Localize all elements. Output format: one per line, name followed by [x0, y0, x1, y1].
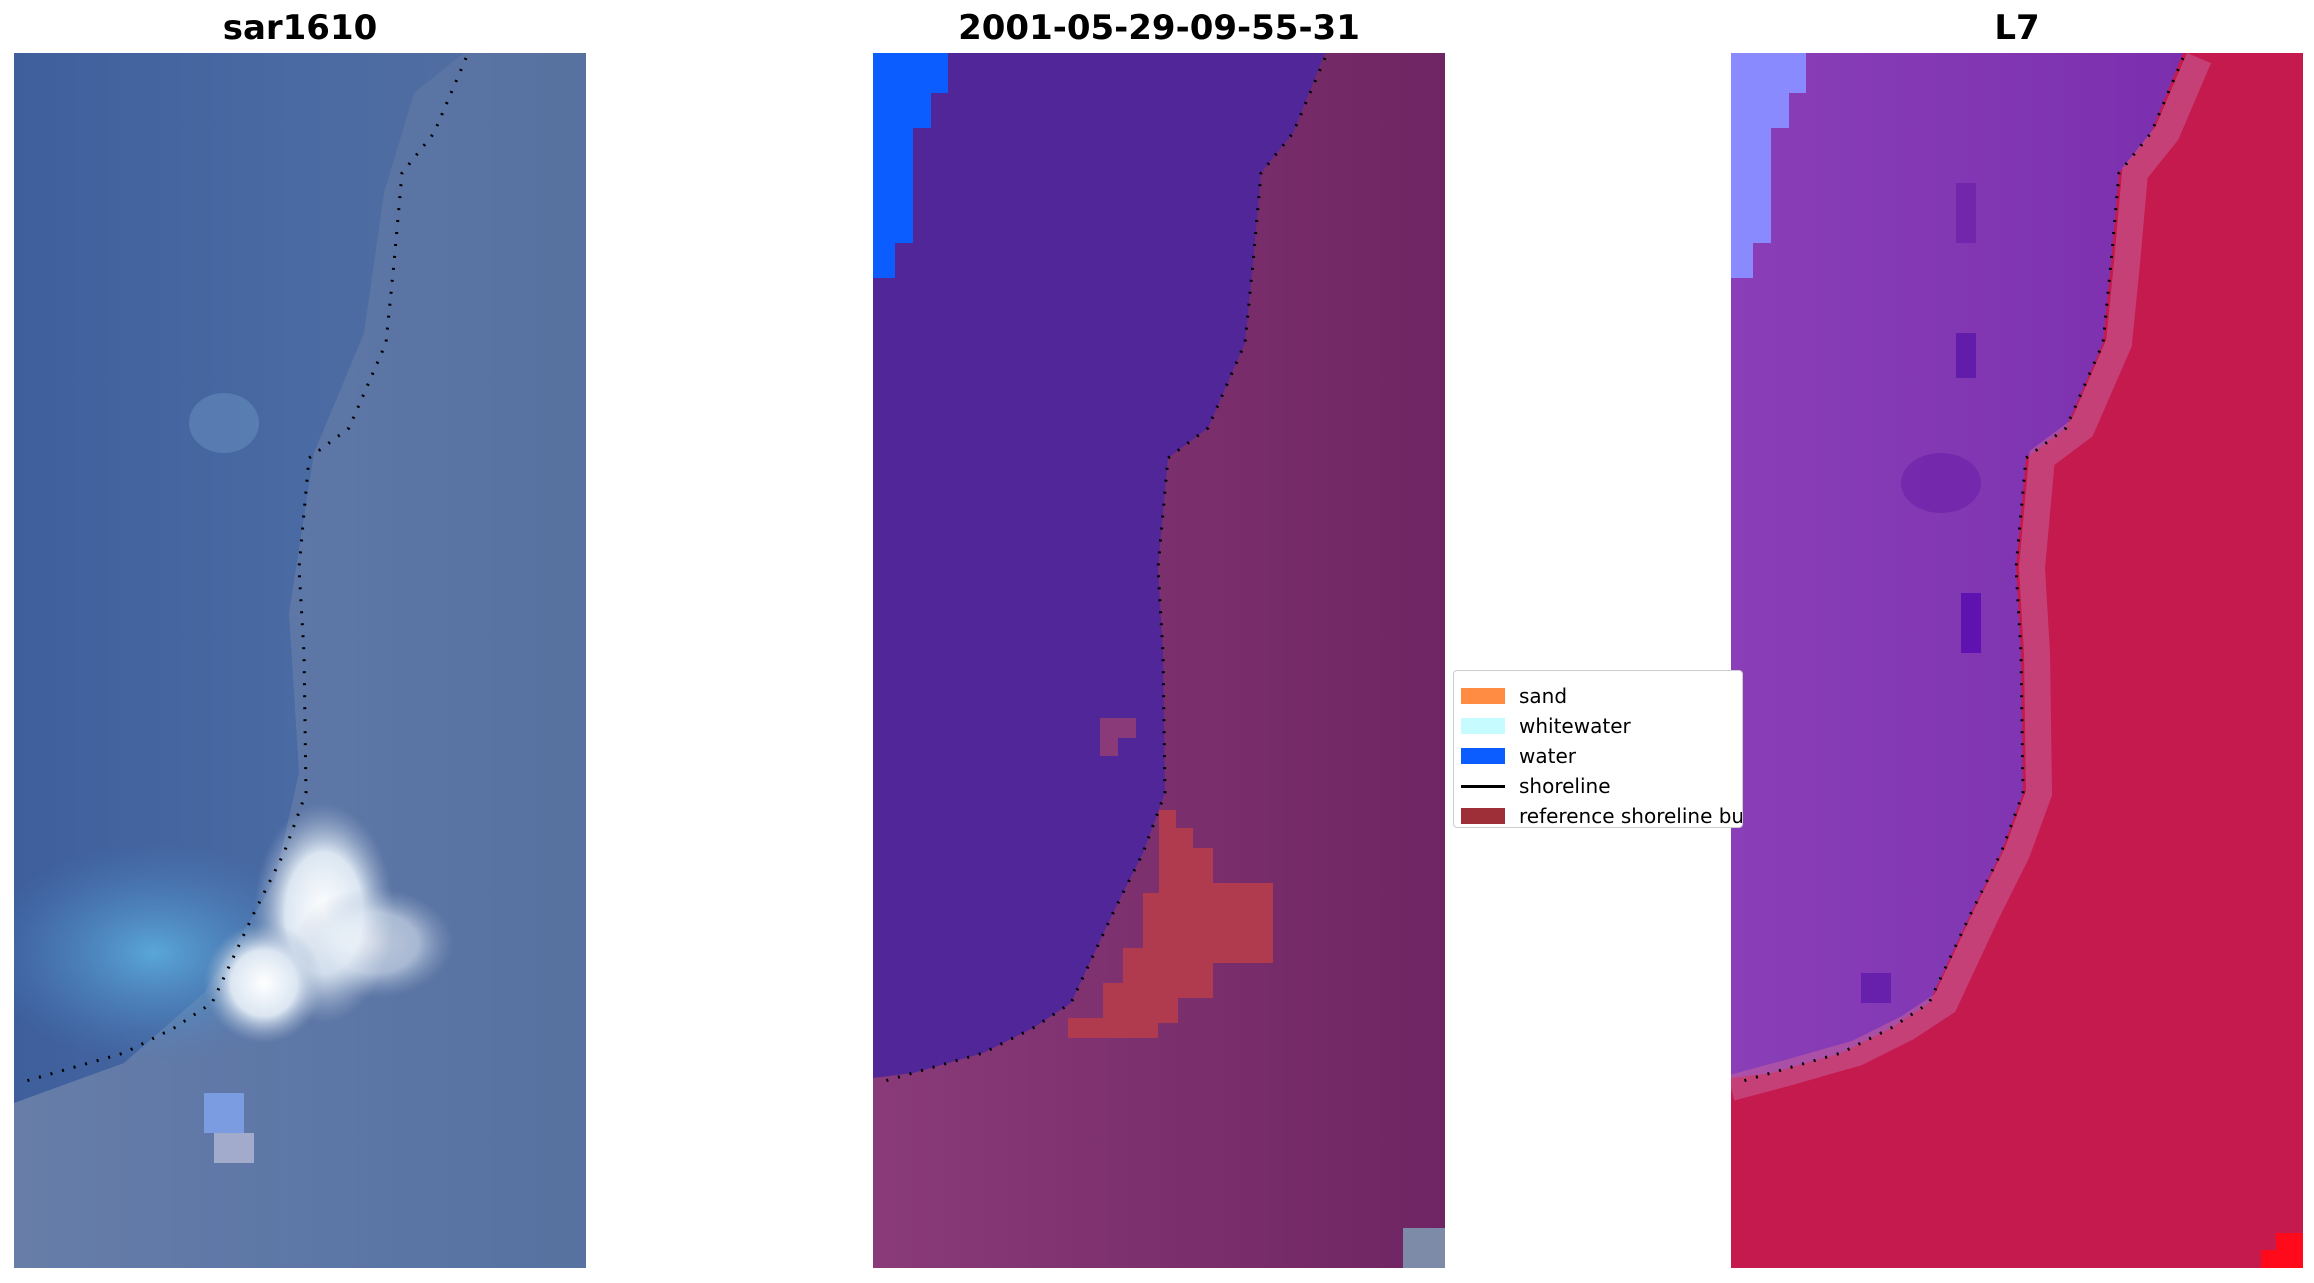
index-transition-band: [1731, 53, 2211, 1101]
buffer-region: [1068, 810, 1273, 1038]
legend-label-sand: sand: [1519, 684, 1568, 708]
mndwi-image: [1731, 53, 2303, 1268]
reference-buffer-swatch: [1461, 808, 1505, 824]
legend: sand whitewater water shoreline referenc…: [1453, 670, 1743, 828]
legend-label-water: water: [1519, 744, 1576, 768]
legend-item-shoreline: shoreline: [1454, 771, 1611, 801]
bright-water-region: [873, 53, 948, 278]
shoreline-classified: [877, 57, 1327, 1085]
index-water-region: [1731, 53, 2183, 1078]
legend-label-reference-shoreline-buffer: reference shoreline buffer: [1519, 804, 1743, 828]
panel-title-classified: 2001-05-29-09-55-31: [958, 8, 1360, 48]
rgb-satellite-image: [14, 53, 586, 1268]
shoreline-line-marker: [1461, 784, 1505, 788]
panel-title-index: L7: [1994, 8, 2040, 48]
legend-item-sand: sand: [1454, 681, 1567, 711]
sand-swatch: [1461, 688, 1505, 704]
shoreline-index: [1735, 57, 2185, 1085]
shoreline-rgb: [18, 57, 468, 1085]
legend-item-water: water: [1454, 741, 1576, 771]
water-swatch: [1461, 748, 1505, 764]
bright-index-region: [1731, 53, 1806, 278]
panel-title-rgb: sar1610: [222, 8, 378, 48]
legend-label-whitewater: whitewater: [1519, 714, 1631, 738]
legend-item-reference-shoreline-buffer: reference shoreline buffer: [1454, 801, 1743, 828]
legend-item-whitewater: whitewater: [1454, 711, 1631, 741]
legend-label-shoreline: shoreline: [1519, 774, 1611, 798]
whitewater-swatch: [1461, 718, 1505, 734]
classified-water-region: [873, 53, 1325, 1078]
classified-image: [873, 53, 1445, 1268]
